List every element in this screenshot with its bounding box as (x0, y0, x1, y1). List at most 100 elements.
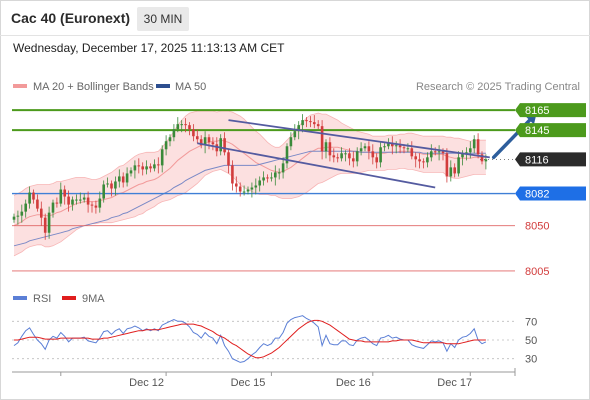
candle (20, 204, 24, 223)
candle (207, 134, 211, 150)
candle-body (129, 170, 133, 174)
legend: MA 20 + Bollinger Bands MA 50 Research ©… (13, 81, 580, 93)
candle (153, 159, 156, 172)
candle-body (24, 203, 27, 212)
timeframe-button[interactable]: 30 MIN (137, 7, 189, 31)
level-badge-8082: 8082 (515, 186, 586, 201)
candle (40, 201, 43, 226)
candle-body (153, 164, 156, 169)
ma50-legend-swatch (156, 84, 170, 88)
candle-body (157, 164, 160, 166)
candle (426, 152, 429, 168)
candle (430, 144, 433, 162)
candle (320, 120, 324, 160)
candle (121, 172, 125, 188)
ma20-legend-swatch (13, 84, 27, 88)
candlesticks (12, 114, 488, 240)
candle-body (465, 152, 468, 154)
candle-body (355, 151, 359, 162)
candle-body (445, 153, 449, 177)
rsi-legend: RSI 9MA (13, 293, 105, 305)
level-badge-text: 8116 (525, 154, 549, 166)
level-badge-text: 8165 (525, 105, 549, 117)
candle (180, 120, 183, 133)
candle-body (332, 155, 336, 158)
candle (71, 196, 74, 211)
candle-body (86, 197, 90, 205)
candle-body (274, 172, 277, 178)
candle (188, 122, 191, 136)
candle (340, 147, 343, 162)
candle-body (121, 176, 125, 183)
candle-body (430, 151, 433, 158)
candle (270, 172, 273, 182)
candle-body (118, 176, 121, 182)
ma20-line (13, 139, 486, 227)
candle-body (336, 157, 339, 159)
candle (28, 186, 31, 209)
candle-body (98, 198, 102, 208)
candle (281, 157, 285, 179)
candle-body (285, 146, 289, 164)
time-axis-label: Dec 17 (437, 377, 472, 389)
rsi-legend-label: RSI (33, 293, 51, 305)
ma50-legend-label: MA 50 (175, 81, 206, 93)
candle-body (348, 153, 351, 159)
candle-body (231, 165, 234, 184)
candle (457, 151, 460, 177)
candle (422, 158, 425, 169)
candle-body (379, 147, 382, 163)
candle (476, 133, 480, 159)
rsi-ma-line (14, 319, 486, 359)
candle (79, 192, 82, 204)
candle (305, 117, 308, 128)
candle-body (40, 208, 43, 218)
level-badge-8116: 8116 (515, 152, 586, 167)
candle-body (79, 199, 82, 201)
candle-body (133, 165, 137, 171)
level-badge-bg (515, 186, 586, 201)
candle-body (168, 137, 172, 142)
candle (227, 149, 230, 174)
candle-body (418, 159, 421, 162)
rsi-ma-legend-label: 9MA (82, 293, 105, 305)
candle (36, 194, 39, 212)
candle (313, 115, 316, 129)
level-badge-bg (515, 123, 586, 138)
candle-body (250, 187, 254, 190)
candle (235, 176, 238, 193)
candle (172, 124, 176, 142)
candle-body (184, 124, 187, 126)
candle-body (340, 153, 343, 159)
candle-body (422, 161, 425, 163)
candle-body (55, 202, 59, 204)
candle (398, 139, 402, 154)
candle (363, 143, 367, 152)
candle-body (106, 183, 109, 185)
level-badge-bg (515, 152, 586, 167)
candle-body (375, 157, 378, 163)
candle (125, 167, 129, 187)
header-divider (0, 35, 590, 36)
time-axis-label: Dec 16 (336, 377, 371, 389)
candle-body (47, 212, 51, 233)
level-badge-8145: 8145 (515, 123, 586, 138)
candle (149, 163, 152, 173)
candle (472, 135, 476, 154)
candle (192, 124, 195, 142)
moving-averages (13, 139, 486, 247)
candle (90, 201, 94, 213)
candle (285, 143, 289, 169)
candle (141, 162, 144, 176)
candle-body (301, 120, 304, 126)
candle-body (359, 148, 363, 152)
candle (344, 150, 347, 162)
candle-body (28, 192, 31, 204)
candle (24, 199, 27, 218)
candle-body (211, 142, 215, 145)
level-badge-text: 8082 (525, 189, 549, 201)
candle-body (164, 141, 168, 150)
candle-body (472, 139, 476, 149)
candle-body (320, 126, 324, 152)
